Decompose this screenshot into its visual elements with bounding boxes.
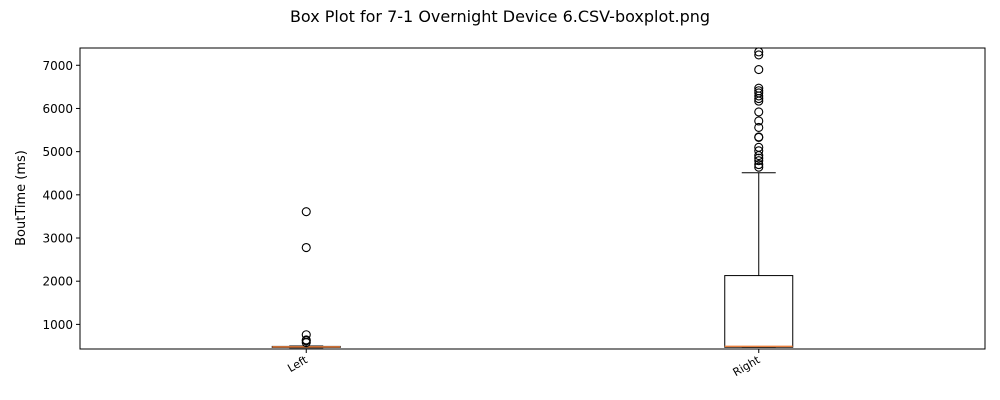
outlier-point (754, 160, 764, 170)
y-tick-label: 6000 (42, 102, 73, 116)
y-tick-label: 5000 (42, 145, 73, 159)
box-left (271, 207, 341, 349)
outlier-point (754, 146, 764, 156)
outlier-point (301, 242, 311, 253)
x-axis-ticks: Left Right (285, 349, 763, 379)
outlier-point (754, 142, 764, 152)
y-axis-ticks: 1000 2000 3000 4000 5000 6000 7000 (42, 59, 80, 332)
y-tick-label: 1000 (42, 318, 73, 332)
chart-title: Box Plot for 7-1 Overnight Device 6.CSV-… (290, 7, 710, 26)
outlier-point (754, 83, 764, 93)
y-tick-label: 7000 (42, 59, 73, 73)
outlier-point (754, 156, 764, 166)
axes-frame (79, 47, 986, 350)
box-right (724, 47, 794, 348)
plot-area (271, 47, 794, 349)
y-tick-label: 4000 (42, 188, 73, 202)
outlier-point (754, 153, 764, 163)
outlier-point (754, 116, 764, 126)
iqr-box (724, 275, 794, 348)
outlier-point (754, 86, 764, 96)
outlier-point (301, 330, 311, 340)
y-tick-label: 2000 (42, 275, 73, 289)
y-axis-label: BoutTime (ms) (14, 150, 29, 246)
outlier-point (754, 162, 764, 172)
outlier-point (754, 107, 764, 117)
outlier-point (754, 122, 764, 133)
x-tick-label-left: Left (285, 353, 310, 375)
x-tick-label-right: Right (731, 353, 763, 379)
outlier-point (754, 50, 764, 60)
outlier-point (754, 132, 764, 142)
outlier-point (754, 65, 764, 75)
y-tick-label: 3000 (42, 232, 73, 246)
outlier-point (301, 207, 311, 217)
outlier-point (301, 335, 311, 345)
